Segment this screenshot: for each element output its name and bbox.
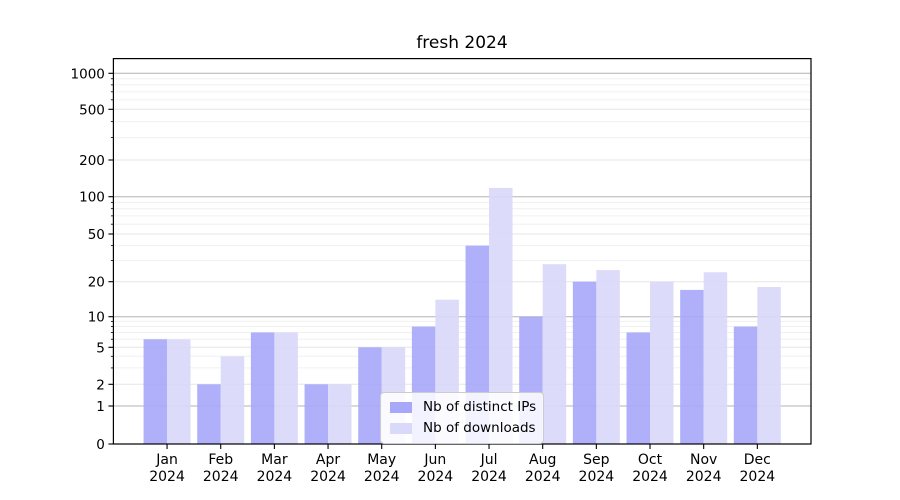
- bar-downloads-jan: [167, 339, 191, 444]
- y-tick-label: 500: [79, 102, 105, 118]
- x-tick-label-month: Jan: [155, 452, 178, 468]
- x-tick-label-month: Nov: [690, 452, 717, 468]
- chart-title: fresh 2024: [416, 33, 508, 53]
- legend-item-distinct-ips: Nb of distinct IPs: [390, 398, 537, 416]
- x-tick-label-month: Apr: [316, 452, 340, 468]
- bar-downloads-dec: [757, 287, 781, 444]
- legend-swatch-downloads: [390, 422, 412, 434]
- legend-label-distinct-ips: Nb of distinct IPs: [423, 399, 537, 415]
- x-tick-label-year: 2024: [364, 469, 400, 485]
- x-tick-label-month: Dec: [744, 452, 771, 468]
- bar-downloads-nov: [703, 272, 728, 444]
- y-tick-label: 100: [79, 190, 105, 206]
- bar-downloads-feb: [220, 356, 245, 444]
- legend-swatch-distinct-ips: [390, 401, 412, 413]
- y-tick-label: 0: [96, 437, 105, 453]
- bar-downloads-apr: [328, 384, 352, 444]
- y-tick-label: 20: [88, 275, 105, 291]
- x-tick-label-month: May: [367, 452, 396, 468]
- bar-ips-nov: [680, 289, 704, 444]
- y-tick-label: 50: [88, 227, 105, 243]
- chart-legend: Nb of distinct IPs Nb of downloads: [380, 392, 544, 444]
- x-tick-label-month: Mar: [261, 452, 288, 468]
- x-tick-label-month: Jul: [480, 452, 498, 468]
- x-tick-label-year: 2024: [686, 469, 722, 485]
- x-tick-label-year: 2024: [471, 469, 507, 485]
- x-tick-label-year: 2024: [525, 469, 561, 485]
- bar-ips-jan: [143, 339, 168, 444]
- bar-downloads-mar: [274, 332, 298, 444]
- y-tick-label: 10: [88, 310, 105, 326]
- bar-ips-dec: [733, 326, 758, 444]
- x-tick-label-year: 2024: [257, 469, 293, 485]
- plot-border: [112, 57, 812, 445]
- bar-downloads-oct: [650, 281, 674, 444]
- bar-ips-feb: [197, 384, 221, 444]
- x-tick-label-month: Aug: [529, 452, 556, 468]
- x-tick-label-year: 2024: [632, 469, 668, 485]
- bar-ips-may: [358, 347, 382, 444]
- bar-ips-oct: [626, 332, 651, 444]
- x-tick-label-year: 2024: [149, 469, 185, 485]
- bar-downloads-aug: [542, 264, 567, 444]
- bar-ips-apr: [304, 384, 329, 444]
- x-tick-label-year: 2024: [579, 469, 615, 485]
- bar-downloads-jul: [489, 187, 513, 444]
- x-tick-label-year: 2024: [740, 469, 776, 485]
- y-tick-label: 5: [96, 340, 105, 356]
- x-tick-label-month: Oct: [638, 452, 663, 468]
- legend-item-downloads: Nb of downloads: [390, 419, 536, 437]
- y-tick-label: 1: [96, 399, 105, 415]
- x-tick-label-month: Feb: [208, 452, 233, 468]
- bar-ips-sep: [572, 281, 597, 444]
- bar-downloads-sep: [596, 270, 620, 444]
- x-tick-label-year: 2024: [203, 469, 239, 485]
- x-tick-label-year: 2024: [310, 469, 346, 485]
- legend-label-downloads: Nb of downloads: [423, 420, 536, 436]
- y-tick-label: 200: [79, 153, 105, 169]
- y-tick-label: 2: [96, 377, 105, 393]
- bar-ips-mar: [250, 332, 275, 444]
- x-tick-label-month: Jun: [423, 452, 446, 468]
- x-tick-label-year: 2024: [418, 469, 454, 485]
- y-tick-label: 1000: [71, 66, 105, 82]
- x-tick-label-month: Sep: [583, 452, 610, 468]
